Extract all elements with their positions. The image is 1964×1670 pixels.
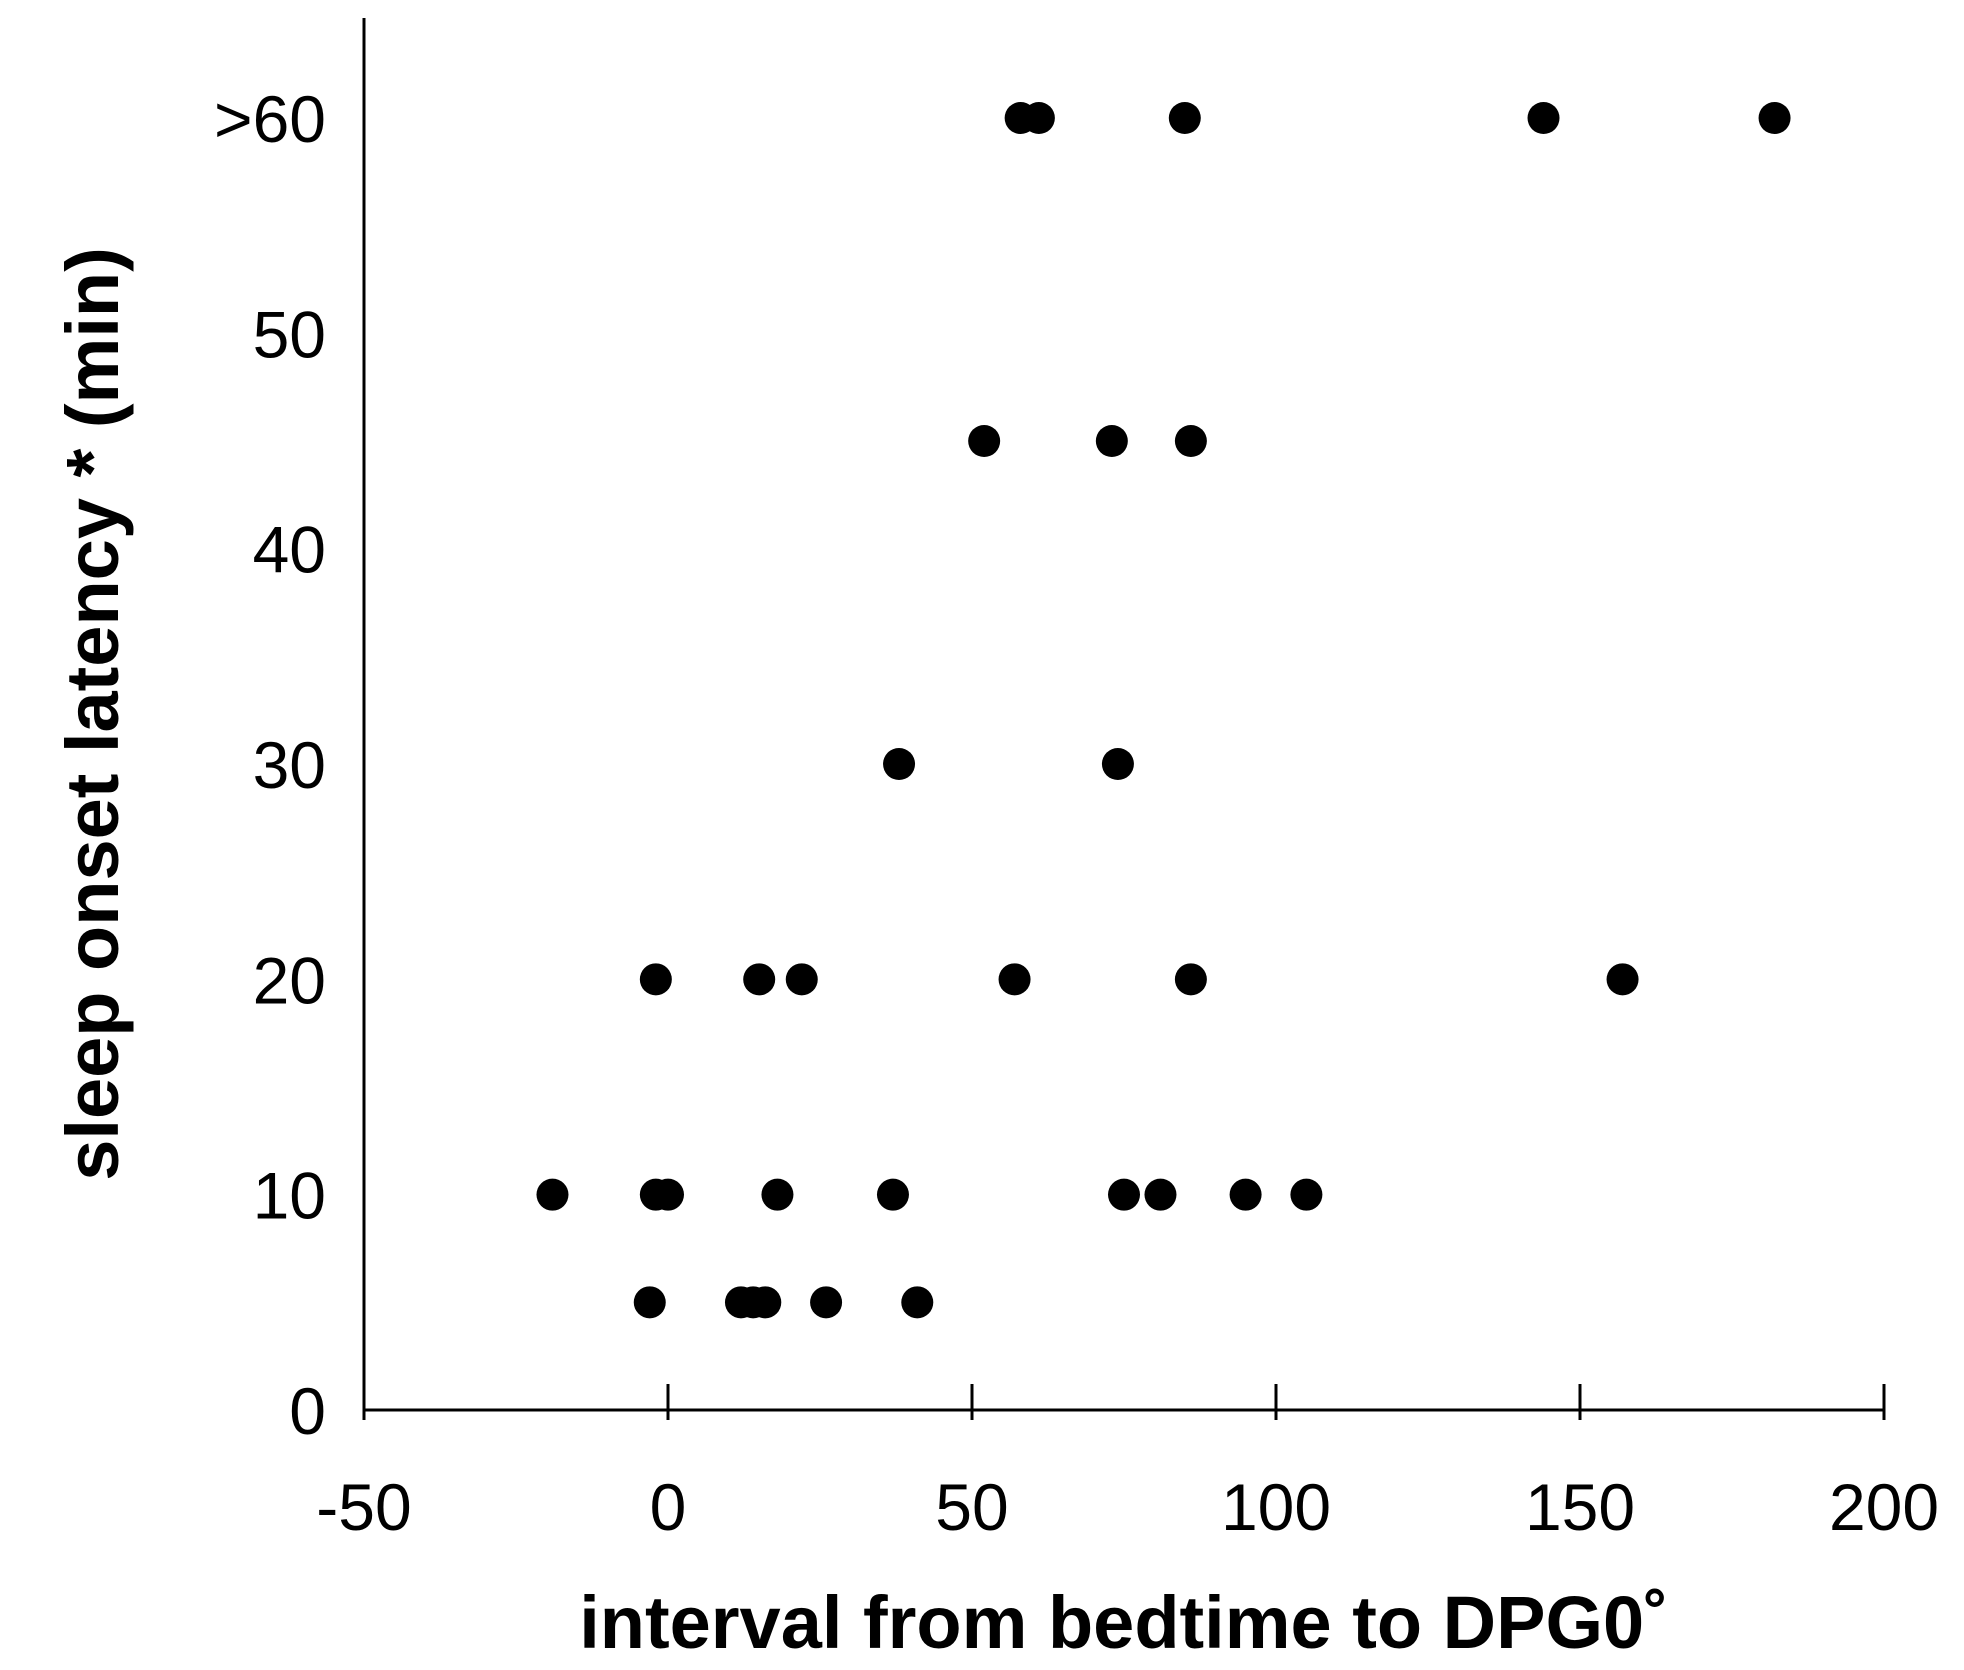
data-point bbox=[1606, 963, 1639, 996]
y-tick-label: 10 bbox=[253, 1159, 326, 1233]
x-tick-label: 200 bbox=[1829, 1470, 1939, 1544]
data-point bbox=[1095, 425, 1128, 457]
data-point bbox=[1229, 1178, 1262, 1211]
data-point bbox=[876, 1178, 909, 1211]
data-point bbox=[1022, 102, 1055, 134]
data-point bbox=[633, 1286, 666, 1319]
data-point bbox=[1758, 102, 1791, 134]
data-point bbox=[1174, 425, 1207, 457]
data-point bbox=[785, 963, 818, 996]
data-point bbox=[639, 963, 672, 996]
x-tick-label: 0 bbox=[650, 1470, 687, 1544]
data-point bbox=[810, 1286, 843, 1319]
data-point bbox=[968, 425, 1001, 457]
data-point bbox=[1290, 1178, 1323, 1211]
data-point bbox=[652, 1178, 684, 1211]
data-point bbox=[536, 1178, 569, 1211]
data-point bbox=[1101, 748, 1134, 780]
x-tick-label: 100 bbox=[1221, 1470, 1331, 1544]
axis-ticks: -50 0 50 100 150 200 0 10 20 30 40 50 >60 bbox=[214, 82, 1939, 1544]
data-point bbox=[1168, 102, 1201, 134]
data-point bbox=[1174, 963, 1207, 996]
data-point bbox=[743, 963, 776, 996]
y-tick-label: >60 bbox=[214, 82, 326, 156]
data-point bbox=[1108, 1178, 1140, 1211]
x-tick-label: 150 bbox=[1525, 1470, 1635, 1544]
data-points bbox=[536, 102, 1791, 1319]
y-tick-label: 40 bbox=[253, 513, 326, 587]
data-point bbox=[749, 1286, 782, 1319]
data-point bbox=[761, 1178, 794, 1211]
x-tick-label: -50 bbox=[316, 1470, 411, 1544]
y-tick-label: 0 bbox=[289, 1374, 326, 1448]
data-point bbox=[1527, 102, 1560, 134]
data-point bbox=[1144, 1178, 1177, 1211]
axes bbox=[362, 18, 1884, 1412]
x-tick-label: 50 bbox=[935, 1470, 1008, 1544]
x-axis-title: interval from bedtime to DPG0˚ bbox=[579, 1581, 1669, 1664]
y-tick-label: 30 bbox=[253, 728, 326, 802]
data-point bbox=[901, 1286, 934, 1319]
y-axis-title: sleep onset latency * (min) bbox=[51, 247, 134, 1181]
data-point bbox=[883, 748, 916, 780]
data-point bbox=[998, 963, 1031, 996]
y-tick-label: 20 bbox=[253, 943, 326, 1017]
y-tick-label: 50 bbox=[253, 297, 326, 371]
